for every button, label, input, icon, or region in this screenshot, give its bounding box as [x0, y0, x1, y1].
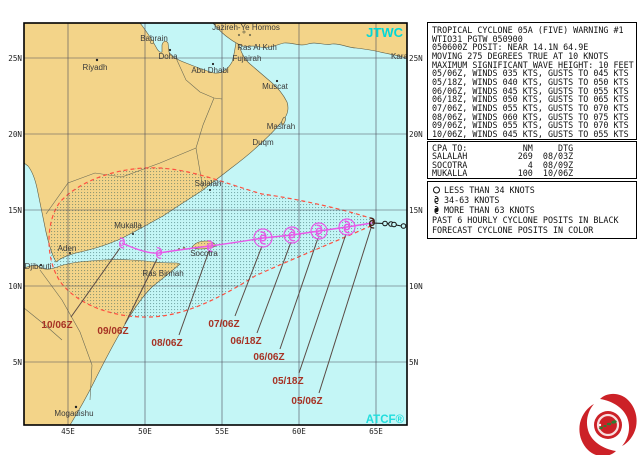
- warning-line: MOVING 275 DEGREES TRUE AT 10 KNOTS: [432, 50, 609, 61]
- cpa-table-box: CPA TO: NM DTG SALALAH 269 08/03Z SOCOTRA …: [427, 141, 637, 179]
- city-label-aden: Aden: [58, 244, 77, 253]
- jtwc-logo: [579, 393, 637, 455]
- legend-label: MORE THAN 63 KNOTS: [444, 205, 535, 215]
- legend-item-gt63: MORE THAN 63 KNOTS: [432, 205, 632, 215]
- city-label-muscat: Muscat: [262, 82, 289, 91]
- lon-label-60e: 60E: [292, 427, 306, 436]
- legend-note-past: PAST 6 HOURLY CYCLONE POSITS IN BLACK: [432, 215, 619, 225]
- city-label-masirah: Masirah: [267, 122, 295, 131]
- forecast-track-line: [121, 222, 373, 254]
- track-date-labels: 05/06Z 05/18Z 06/06Z 06/18Z 07/06Z 08/06…: [41, 319, 322, 407]
- warning-line: 05/18Z, WINDS 040 KTS, GUSTS TO 050 KTS: [432, 76, 629, 87]
- lon-label-50e: 50E: [138, 427, 152, 436]
- lat-label-right-5n: 5N: [409, 358, 419, 367]
- warning-line: 05/06Z, WINDS 035 KTS, GUSTS TO 045 KTS: [432, 68, 629, 79]
- iran-pakistan-coast: [212, 23, 407, 59]
- legend-item-lt34: LESS THAN 34 KNOTS: [432, 185, 632, 195]
- track-label-0618z: 06/18Z: [230, 336, 261, 347]
- track-label-0506z: 05/06Z: [291, 396, 322, 407]
- warning-line: 08/06Z, WINDS 060 KTS, GUSTS TO 075 KTS: [432, 111, 629, 122]
- city-label-mukalla: Mukalla: [114, 221, 142, 230]
- jtwc-watermark: JTWC: [366, 25, 403, 40]
- legend-note-forecast: FORECAST CYCLONE POSITS IN COLOR: [432, 225, 594, 235]
- legend-item-34-63: 34-63 KNOTS: [432, 195, 632, 205]
- warning-line: WTIO31 PGTW 050900: [432, 33, 523, 44]
- hormuz-islet: [242, 30, 246, 34]
- warning-line: 07/06Z, WINDS 055 KTS, GUSTS TO 070 KTS: [432, 102, 629, 113]
- bahrain-island: [150, 40, 154, 44]
- lat-label-left-5n: 5N: [13, 358, 23, 367]
- track-label-0606z: 06/06Z: [253, 352, 284, 363]
- lat-label-left-10n: 10N: [8, 282, 22, 291]
- map-frame: [23, 22, 408, 426]
- track-label-0706z: 07/06Z: [208, 319, 239, 330]
- lon-label-65e: 65E: [369, 427, 383, 436]
- hormuz-islet: [237, 33, 241, 37]
- track-label-0806z: 08/06Z: [151, 338, 182, 349]
- info-panel: TROPICAL CYCLONE 05A (FIVE) WARNING #1 WT…: [427, 22, 637, 239]
- lon-labels: 45E 50E 55E 60E 65E: [61, 427, 383, 436]
- lon-label-45e: 45E: [61, 427, 75, 436]
- city-label-djibouti: Djibouti: [25, 262, 52, 271]
- warning-line: 050600Z POSIT: NEAR 14.1N 64.9E: [432, 42, 589, 53]
- lat-labels-right: 25N 20N 15N 10N 5N: [409, 54, 423, 367]
- track-label-1006z: 10/06Z: [41, 320, 72, 331]
- legend-label: LESS THAN 34 KNOTS: [444, 185, 535, 195]
- lon-label-55e: 55E: [215, 427, 229, 436]
- forecast-position-markers: [119, 218, 356, 259]
- lat-label-right-10n: 10N: [409, 282, 423, 291]
- city-labels: Riyadh Bahrain Doha Abu Dhabi Jazireh-Ye…: [25, 23, 418, 418]
- city-label-salalah: Salalah: [195, 179, 222, 188]
- hormuz-islet: [248, 33, 252, 37]
- city-label-bahrain: Bahrain: [140, 34, 168, 43]
- lat-label-left-20n: 20N: [8, 130, 22, 139]
- cpa-line: CPA TO: NM DTG: [432, 143, 574, 153]
- cpa-line: MUKALLA 100 10/06Z: [432, 168, 574, 179]
- warning-line: 10/06Z, WINDS 045 KTS, GUSTS TO 055 KTS: [432, 128, 629, 139]
- warning-line: 06/18Z, WINDS 050 KTS, GUSTS TO 065 KTS: [432, 94, 629, 105]
- city-label-mogadishu: Mogadishu: [54, 409, 93, 418]
- track-label-0518z: 05/18Z: [272, 376, 303, 387]
- warning-line: 06/06Z, WINDS 045 KTS, GUSTS TO 055 KTS: [432, 85, 629, 96]
- track-label-0906z: 09/06Z: [97, 326, 128, 337]
- hawaii-islands: [599, 420, 617, 430]
- city-label-duqm: Duqm: [252, 138, 274, 147]
- warning-line: TROPICAL CYCLONE 05A (FIVE) WARNING #1: [432, 25, 624, 35]
- filled-spiral-icon: [434, 205, 439, 215]
- lat-label-left-15n: 15N: [8, 206, 22, 215]
- legend-label: 34-63 KNOTS: [444, 195, 500, 205]
- city-label-karachi: Karachi: [391, 52, 418, 61]
- warning-text-box: TROPICAL CYCLONE 05A (FIVE) WARNING #1 WT…: [427, 22, 637, 140]
- city-label-riyadh: Riyadh: [83, 63, 108, 72]
- past-position-markers: [382, 220, 407, 229]
- legend-box: LESS THAN 34 KNOTS 34-63 KNOTS MORE THAN…: [427, 181, 637, 239]
- cpa-line: SOCOTRA 4 08/09Z: [432, 159, 574, 170]
- city-label-socotra: Socotra: [190, 249, 218, 258]
- lat-label-left-25n: 25N: [8, 54, 22, 63]
- city-label-abudhabi: Abu Dhabi: [191, 66, 229, 75]
- warning-line: 09/06Z, WINDS 055 KTS, GUSTS TO 070 KTS: [432, 120, 629, 131]
- city-dots: [39, 48, 279, 409]
- masirah-island: [281, 116, 286, 126]
- city-label-fujairah: Fujairah: [233, 54, 262, 63]
- ts-spiral-icon: [434, 195, 439, 205]
- cpa-line: SALALAH 269 08/03Z: [432, 151, 574, 162]
- open-circle-icon: [433, 186, 440, 194]
- city-label-rasalkuh: Ras Al Kuh: [237, 43, 277, 52]
- city-label-hormos: Jazireh-Ye Hormos: [212, 23, 280, 32]
- grid-lines: [24, 23, 407, 425]
- leader-lines: [70, 227, 372, 394]
- danger-area: [48, 167, 374, 318]
- lat-label-right-25n: 25N: [409, 54, 423, 63]
- lat-label-right-20n: 20N: [409, 130, 423, 139]
- city-label-rasbinnah: Ras Binnah: [142, 269, 183, 278]
- lat-label-right-15n: 15N: [409, 206, 423, 215]
- lat-labels-left: 25N 20N 15N 10N 5N: [8, 54, 22, 367]
- atcf-mark: ATCF®: [366, 414, 405, 426]
- warning-line: MAXIMUM SIGNIFICANT WAVE HEIGHT: 10 FEET: [432, 59, 634, 70]
- city-label-doha: Doha: [158, 52, 178, 61]
